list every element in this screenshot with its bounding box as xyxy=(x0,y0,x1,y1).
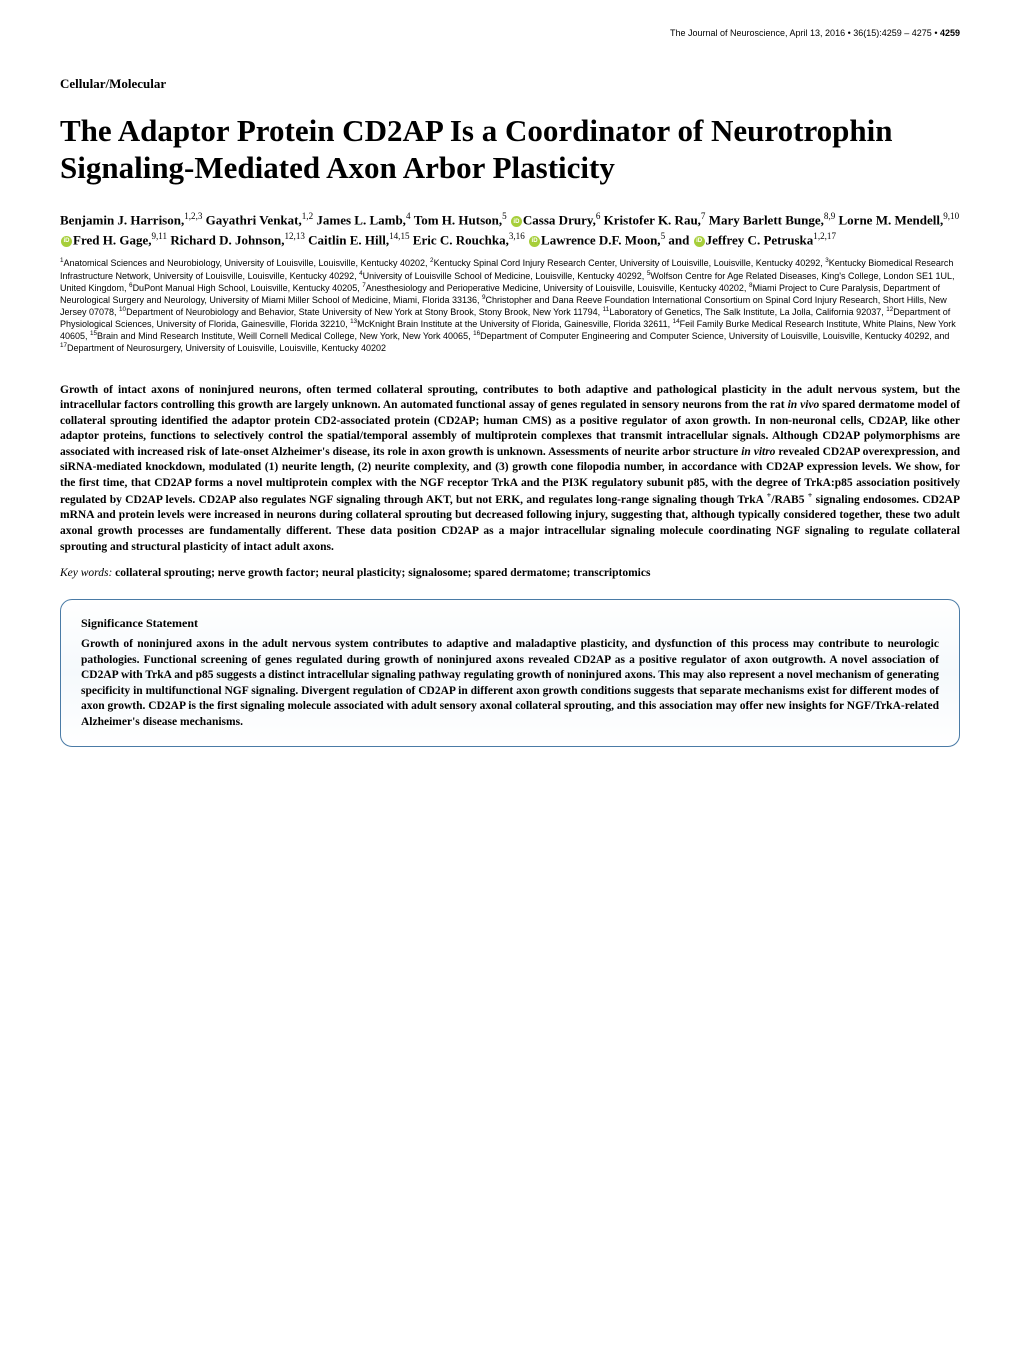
page-number: 4259 xyxy=(940,28,960,38)
abstract-text: Growth of intact axons of noninjured neu… xyxy=(60,383,960,556)
orcid-icon xyxy=(529,236,540,247)
header-separator: • xyxy=(845,28,853,38)
section-label: Cellular/Molecular xyxy=(60,76,960,92)
significance-title: Significance Statement xyxy=(81,616,939,631)
header-separator: • xyxy=(932,28,940,38)
orcid-icon xyxy=(694,236,705,247)
significance-statement-box: Significance Statement Growth of noninju… xyxy=(60,599,960,747)
orcid-icon xyxy=(511,216,522,227)
keywords-content: collateral sprouting; nerve growth facto… xyxy=(112,567,650,579)
volume-issue: 36(15):4259 – 4275 xyxy=(853,28,932,38)
keywords: Key words: collateral sprouting; nerve g… xyxy=(60,567,960,579)
keywords-label: Key words: xyxy=(60,567,112,579)
significance-text: Growth of noninjured axons in the adult … xyxy=(81,637,939,730)
authors-list: Benjamin J. Harrison,1,2,3 Gayathri Venk… xyxy=(60,210,960,249)
running-header: The Journal of Neuroscience, April 13, 2… xyxy=(670,28,960,38)
affiliations: 1Anatomical Sciences and Neurobiology, U… xyxy=(60,257,960,354)
orcid-icon xyxy=(61,236,72,247)
article-title: The Adaptor Protein CD2AP Is a Coordinat… xyxy=(60,112,960,186)
journal-info: The Journal of Neuroscience, April 13, 2… xyxy=(670,28,845,38)
